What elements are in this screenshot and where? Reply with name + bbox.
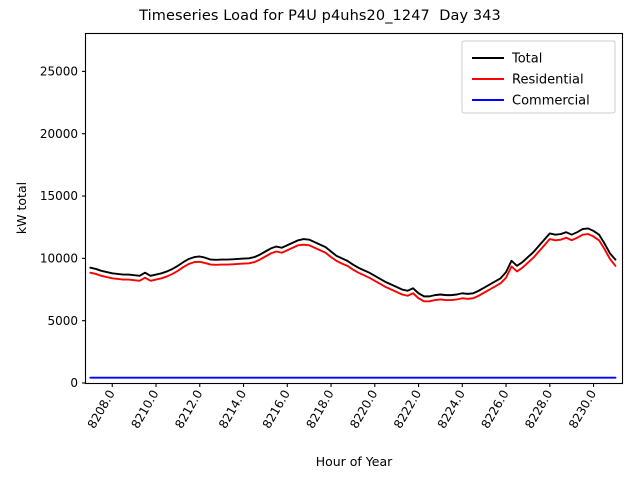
y-tick-label: 5000 [47, 314, 78, 328]
x-tick-label: 8214.0 [216, 388, 249, 431]
y-tick-label: 25000 [40, 65, 78, 79]
y-tick-label: 10000 [40, 252, 78, 266]
y-axis-ticks: 0 5000 10000 15000 20000 25000 [40, 65, 86, 390]
x-tick-label: 8222.0 [391, 388, 424, 431]
data-series-group [89, 227, 617, 379]
legend-label-commercial: Commercial [512, 94, 590, 109]
legend-label-residential: Residential [512, 73, 584, 88]
y-tick-label: 20000 [40, 127, 78, 141]
axes-frame [84, 32, 624, 385]
x-tick-label: 8224.0 [435, 388, 468, 431]
y-tick-label: 0 [70, 376, 78, 390]
legend-box [461, 40, 616, 114]
x-axis-ticks: 8208.0 8210.0 8212.0 8214.0 8216.0 8218.0 8220… [85, 383, 599, 431]
chart-title: Timeseries Load for P4U p4uhs20_1247 Day… [139, 8, 501, 24]
x-axis-label: Hour of Year [316, 454, 393, 469]
x-tick-label: 8220.0 [347, 388, 380, 431]
legend-label-total: Total [511, 52, 542, 67]
series-line-residential [89, 233, 617, 303]
x-tick-label: 8208.0 [85, 388, 118, 431]
x-tick-label: 8226.0 [479, 388, 512, 431]
x-tick-label: 8210.0 [128, 388, 161, 431]
y-axis-label: kW total [14, 182, 29, 234]
x-tick-label: 8218.0 [304, 388, 337, 431]
x-tick-label: 8228.0 [522, 388, 555, 431]
x-tick-label: 8212.0 [172, 388, 205, 431]
chart-legend[interactable]: Total Residential Commercial [461, 40, 616, 114]
y-tick-label: 15000 [40, 189, 78, 203]
x-tick-label: 8216.0 [260, 388, 293, 431]
x-tick-label: 8230.0 [566, 388, 599, 431]
series-line-total [89, 227, 617, 298]
